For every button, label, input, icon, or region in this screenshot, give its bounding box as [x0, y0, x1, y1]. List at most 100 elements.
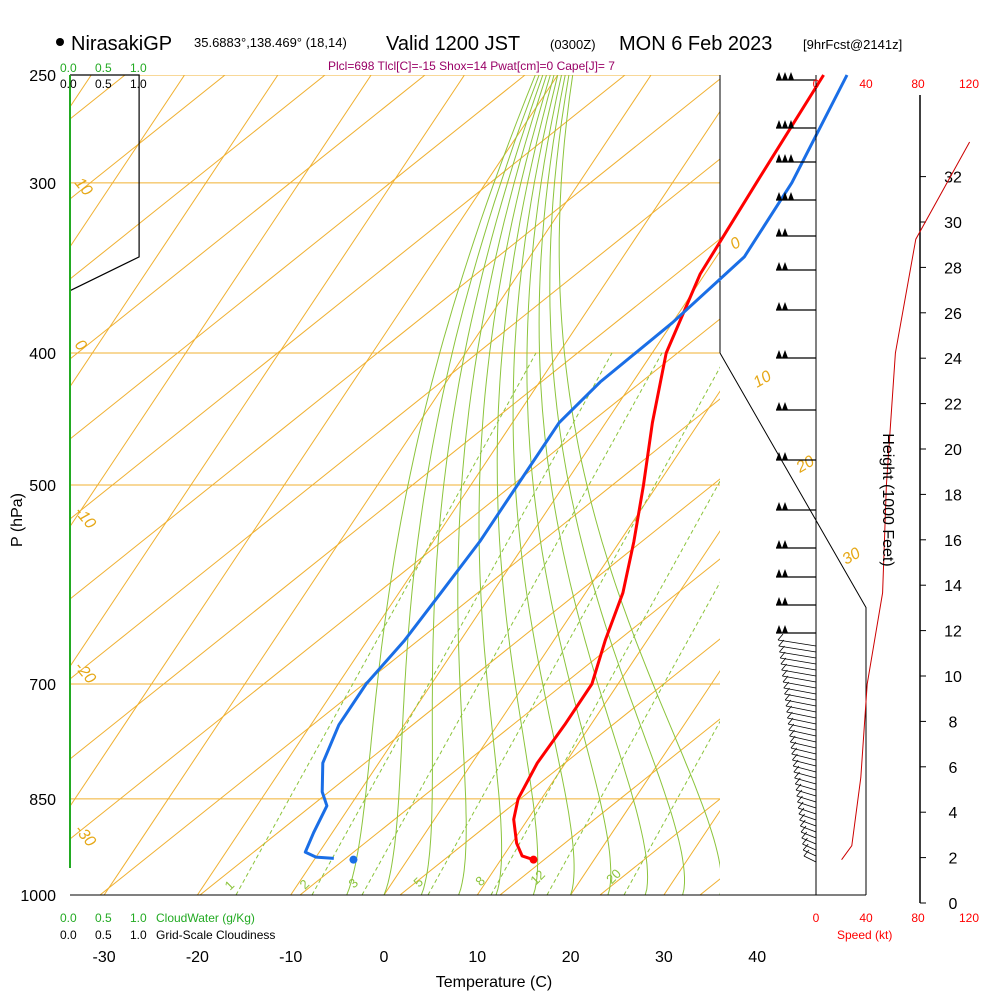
height-tick-label-12: 12	[944, 624, 962, 641]
dry-adiabat	[99, 398, 720, 895]
dry-adiabat	[70, 75, 626, 520]
moist-adiabat	[457, 75, 547, 895]
cloudiness-top-tick-2: 1.0	[130, 77, 147, 91]
wind-barb	[792, 753, 817, 767]
height-tick-label-20: 20	[944, 442, 962, 459]
cloudwater-label: CloudWater (g/Kg)	[156, 911, 255, 925]
temperature-profile	[512, 74, 825, 862]
dry-adiabat-label: 0	[71, 337, 90, 355]
temp-tick-20: 20	[562, 949, 580, 966]
speed-top-tick-120: 120	[959, 77, 979, 91]
dry-adiabat	[70, 75, 526, 440]
isotherm	[290, 250, 720, 895]
wind-barb	[802, 843, 817, 857]
surface-temperature-point	[529, 855, 538, 864]
dry-adiabat-label: -30	[71, 822, 99, 851]
wind-barb	[800, 825, 817, 839]
wind-barb	[781, 663, 817, 677]
mixing-ratio-line	[427, 366, 720, 895]
wind-barb	[779, 645, 817, 659]
cloudwater-top-tick-0: 0.0	[60, 61, 77, 75]
wind-barb	[776, 540, 816, 549]
station-name: NirasakiGP	[71, 33, 172, 55]
wind-barb	[786, 705, 817, 719]
dry-adiabat-label: -10	[71, 504, 99, 533]
wind-barb	[784, 687, 817, 701]
speed-bottom-tick-120: 120	[959, 911, 979, 925]
cloudwater-top-tick-2: 1.0	[130, 61, 147, 75]
wind-barb	[783, 681, 817, 695]
wind-barb	[791, 747, 817, 761]
temp-tick-40: 40	[748, 949, 766, 966]
wind-barb	[776, 402, 816, 411]
station-coords: 35.6883°,138.469° (18,14)	[194, 35, 347, 50]
moist-adiabat-label: 20	[793, 453, 818, 477]
isotherm	[757, 75, 1000, 895]
moist-adiabat	[538, 75, 649, 895]
wind-barb	[776, 192, 816, 201]
wind-barb	[802, 837, 817, 851]
moist-adiabat	[420, 75, 544, 895]
pressure-tick-500: 500	[29, 478, 56, 495]
pressure-tick-400: 400	[29, 346, 56, 363]
wind-barb	[776, 262, 816, 271]
wind-barb	[788, 723, 817, 737]
temp-tick--20: -20	[186, 949, 209, 966]
height-tick-label-10: 10	[944, 669, 962, 686]
wind-barb	[776, 569, 816, 578]
cloudwater-bottom-tick-2: 1.0	[130, 911, 147, 925]
wind-barb	[796, 789, 817, 803]
isotherm	[70, 75, 559, 808]
isotherm	[383, 390, 720, 895]
mixing-ratio-label: 20	[603, 866, 624, 887]
cloudiness-label: Grid-Scale Cloudiness	[156, 928, 275, 942]
cloudwater-bottom-tick-0: 0.0	[60, 911, 77, 925]
mixing-ratio-line	[623, 720, 720, 895]
wind-barb	[776, 502, 816, 511]
wind-barb	[785, 699, 817, 713]
wind-barb	[776, 350, 816, 359]
dry-adiabat	[399, 638, 720, 895]
wind-barb	[776, 154, 816, 163]
height-axis-title: Height (1000 Feet)	[879, 433, 896, 566]
height-tick-label-14: 14	[944, 578, 962, 595]
wind-barb	[776, 597, 816, 606]
height-tick-label-30: 30	[944, 215, 962, 232]
temp-tick--30: -30	[93, 949, 116, 966]
wind-barb	[792, 759, 817, 773]
valid-date: MON 6 Feb 2023	[619, 33, 772, 55]
wind-barb	[789, 729, 817, 743]
wind-panel-edge	[719, 352, 867, 895]
mixing-ratio-line	[311, 352, 613, 895]
mixing-ratio-line	[490, 480, 720, 895]
wind-barb	[776, 120, 816, 129]
wind-barb	[776, 625, 816, 634]
dry-adiabat	[499, 718, 720, 895]
valid-time: Valid 1200 JST	[386, 33, 520, 55]
wind-barb	[782, 675, 817, 689]
wind-barb	[803, 849, 817, 863]
wind-barb	[782, 669, 817, 683]
moist-adiabat	[558, 75, 720, 895]
dry-adiabat	[70, 78, 720, 600]
moist-adiabat	[478, 75, 551, 895]
cloudiness-top-tick-1: 0.5	[95, 77, 112, 91]
moist-adiabat-label: 30	[840, 545, 864, 569]
dry-adiabat-label: -20	[71, 659, 99, 688]
temp-tick-0: 0	[380, 949, 389, 966]
x-axis-title: Temperature (C)	[436, 974, 552, 991]
wind-barb	[799, 813, 817, 827]
height-tick-label-16: 16	[944, 533, 962, 550]
wind-barb	[776, 72, 816, 81]
cloudiness-bottom-tick-1: 0.5	[95, 928, 112, 942]
wind-barb	[778, 639, 817, 653]
speed-axis-title: Speed (kt)	[837, 928, 892, 942]
wind-barb	[779, 651, 817, 665]
isotherm	[476, 530, 720, 895]
moist-adiabat	[346, 75, 536, 895]
wind-barb	[784, 693, 817, 707]
temp-tick--10: -10	[279, 949, 302, 966]
dry-adiabat	[70, 318, 720, 840]
mixing-ratio-label: 2	[296, 876, 312, 892]
